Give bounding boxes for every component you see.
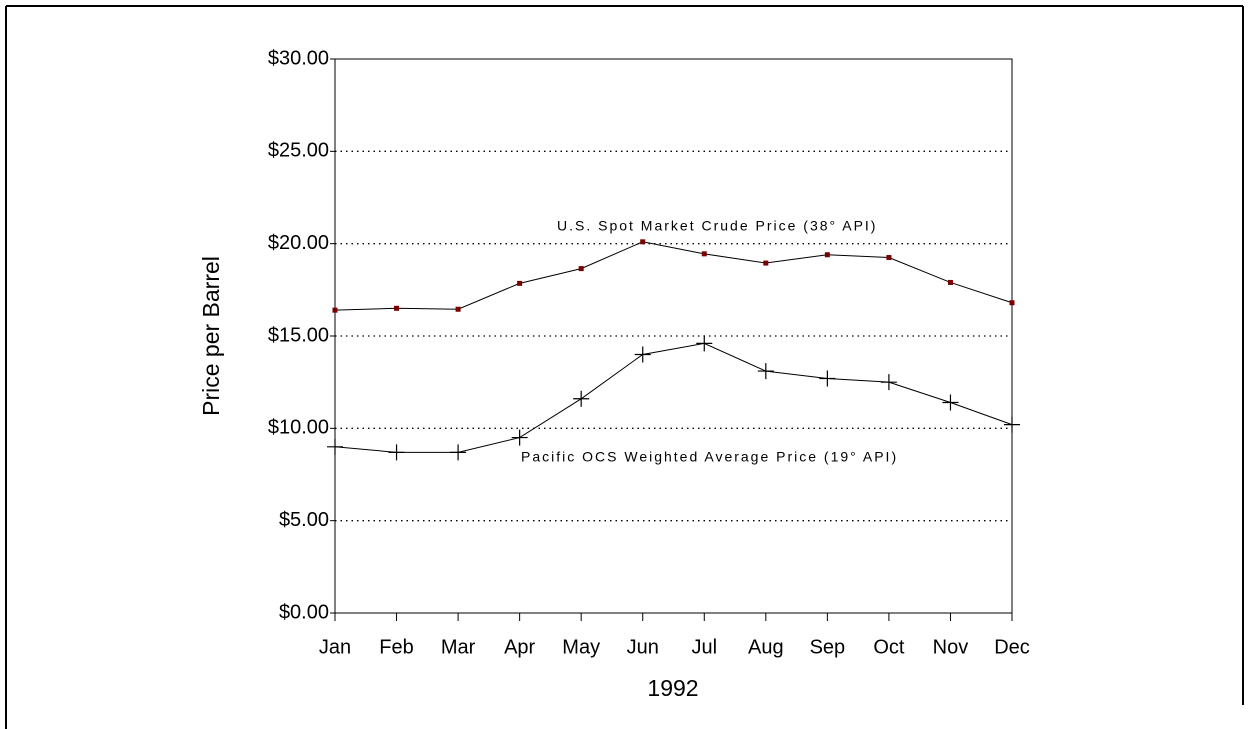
point-marker: [511, 429, 528, 446]
point-marker: [880, 374, 897, 391]
x-tick-label: Jun: [627, 636, 659, 658]
point-marker: [701, 251, 707, 257]
series-label: U.S. Spot Market Crude Price (38° API): [557, 218, 877, 234]
x-tick-label: Sep: [810, 636, 846, 658]
series-line: [334, 241, 1013, 311]
point-marker: [819, 370, 836, 387]
point-marker: [757, 363, 774, 380]
point-marker: [1004, 416, 1020, 433]
point-marker: [696, 335, 713, 352]
point-marker: [947, 279, 953, 285]
point-marker: [327, 438, 343, 455]
x-axis-title: 1992: [647, 675, 698, 701]
y-tick-label: $30.00: [268, 47, 329, 69]
point-marker: [578, 266, 584, 272]
point-marker: [388, 444, 405, 461]
x-tick-label: Feb: [379, 636, 413, 658]
series-label: Pacific OCS Weighted Average Price (19° …: [521, 449, 898, 465]
point-marker: [1009, 300, 1015, 306]
point-marker: [517, 280, 523, 286]
point-marker: [450, 444, 467, 461]
x-tick-label: Dec: [994, 636, 1030, 658]
x-tick-label: Jul: [691, 636, 717, 658]
point-marker: [634, 346, 651, 363]
x-tick-label: Nov: [933, 636, 969, 658]
y-tick-label: $20.00: [268, 232, 329, 254]
point-marker: [640, 239, 646, 245]
point-marker: [886, 255, 892, 261]
y-tick-label: $10.00: [268, 417, 329, 439]
point-marker: [573, 390, 590, 407]
y-tick-label: $0.00: [279, 601, 329, 623]
x-tick-label: Oct: [873, 636, 905, 658]
x-tick-label: Mar: [441, 636, 476, 658]
x-tick-label: Aug: [748, 636, 784, 658]
y-tick-label: $5.00: [279, 509, 329, 531]
point-marker: [394, 305, 400, 311]
plot-frame: [334, 58, 1013, 614]
point-marker: [824, 252, 830, 258]
x-tick-label: May: [562, 636, 600, 658]
point-marker: [455, 306, 461, 312]
point-marker: [763, 260, 769, 266]
y-axis-title: Price per Barrel: [198, 256, 224, 416]
x-tick-label: Apr: [504, 636, 535, 658]
point-marker: [332, 307, 338, 313]
series-line: [334, 342, 1013, 453]
page-border: [5, 5, 1244, 729]
point-marker: [942, 394, 959, 411]
y-tick-label: $25.00: [268, 140, 329, 162]
y-tick-label: $15.00: [268, 324, 329, 346]
x-tick-label: Jan: [319, 636, 351, 658]
